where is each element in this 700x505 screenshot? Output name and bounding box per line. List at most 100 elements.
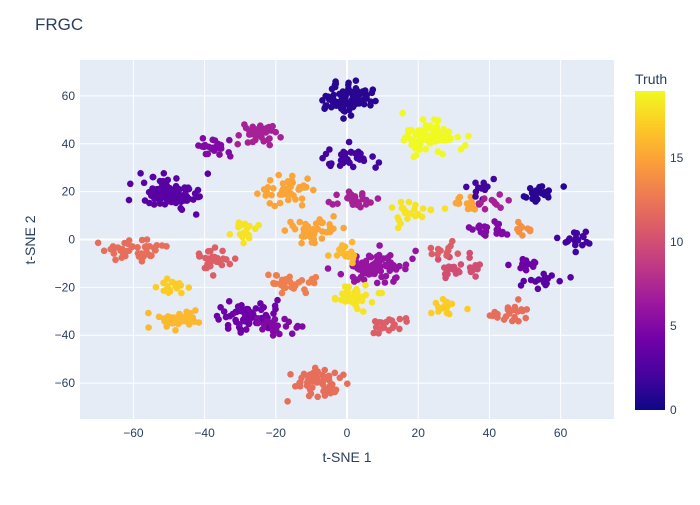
scatter-point [145, 324, 152, 331]
scatter-point [439, 295, 447, 303]
scatter-point [240, 239, 247, 247]
scatter-point [486, 312, 494, 319]
scatter-point [481, 205, 489, 213]
scatter-point [235, 132, 242, 139]
scatter-point [352, 150, 359, 157]
scatter-point [465, 224, 473, 231]
scatter-point [450, 266, 457, 273]
scatter-point [329, 201, 337, 208]
scatter-point [235, 221, 242, 228]
scatter-point [520, 277, 527, 285]
scatter-point [239, 316, 247, 324]
scatter-point [397, 198, 405, 206]
scatter-point [359, 190, 366, 197]
scatter-point [158, 242, 166, 249]
scatter-point [375, 289, 383, 297]
scatter-point [310, 229, 318, 237]
scatter-point [441, 205, 449, 212]
scatter-point [522, 314, 529, 322]
scatter-point [472, 188, 480, 196]
scatter-point [112, 256, 119, 264]
scatter-point [310, 186, 317, 194]
scatter-point [259, 326, 266, 333]
scatter-point [304, 378, 311, 386]
scatter-point [262, 311, 270, 319]
scatter-point [143, 236, 151, 243]
scatter-point [476, 222, 483, 229]
scatter-point [175, 190, 183, 197]
scatter-point [224, 325, 232, 332]
scatter-point [301, 286, 308, 293]
scatter-point [457, 146, 465, 153]
scatter-point [365, 252, 373, 260]
scatter-point [141, 197, 149, 204]
scatter-point [405, 198, 413, 206]
scatter-point [378, 273, 385, 281]
colorbar-ticks: 0 5 10 15 [670, 151, 684, 417]
scatter-point [419, 205, 427, 212]
scatter-point [276, 199, 284, 207]
scatter-point [434, 117, 442, 124]
scatter-point [333, 252, 341, 259]
scatter-point [265, 123, 273, 131]
scatter-point [321, 385, 329, 392]
scatter-point [475, 200, 483, 207]
scatter-point [444, 309, 451, 316]
scatter-point [541, 191, 548, 199]
scatter-point [245, 320, 252, 328]
scatter-point [122, 252, 129, 260]
scatter-point [352, 101, 359, 108]
scatter-point [163, 275, 171, 283]
scatter-point [246, 131, 253, 138]
y-tick-label: 20 [62, 185, 76, 199]
scatter-point [524, 260, 531, 268]
scatter-point [324, 373, 332, 380]
scatter-point [328, 103, 335, 111]
scatter-point [266, 135, 273, 142]
scatter-point [534, 285, 542, 293]
scatter-point [192, 307, 199, 314]
scatter-point [515, 296, 522, 303]
scatter-point [464, 305, 471, 313]
scatter-point [477, 228, 485, 236]
scatter-point [284, 196, 292, 204]
scatter-point [340, 107, 347, 114]
y-tick-labels: −60 −40 −20 0 20 40 60 [55, 89, 76, 390]
scatter-point [362, 92, 369, 100]
scatter-point [462, 142, 469, 149]
scatter-point [381, 279, 389, 286]
scatter-point [369, 153, 376, 160]
scatter-point [359, 195, 367, 203]
scatter-point [410, 153, 418, 161]
scatter-point [266, 200, 274, 207]
y-axis-title: t-SNE 2 [22, 215, 38, 264]
scatter-point [163, 323, 170, 330]
scatter-point [159, 190, 166, 198]
scatter-point [298, 202, 306, 209]
scatter-point [463, 200, 471, 207]
scatter-point [320, 377, 327, 384]
scatter-point [282, 323, 290, 330]
scatter-point [291, 281, 299, 288]
scatter-point [342, 95, 349, 102]
scatter-point [278, 276, 286, 284]
scatter-point [227, 153, 234, 160]
scatter-point [434, 148, 442, 155]
scatter-point [324, 265, 332, 272]
scatter-point [480, 179, 488, 187]
scatter-point [254, 319, 262, 327]
scatter-point [375, 330, 382, 337]
scatter-point [217, 141, 225, 149]
scatter-point [402, 134, 409, 141]
scatter-point [266, 141, 274, 149]
scatter-point [422, 145, 430, 153]
scatter-point [373, 279, 381, 287]
scatter-point [322, 150, 330, 158]
scatter-point [298, 233, 306, 240]
scatter-point [312, 273, 320, 281]
scatter-point [262, 129, 270, 136]
scatter-point [465, 132, 472, 140]
scatter-point [340, 115, 347, 122]
scatter-point [199, 135, 207, 142]
scatter-point [376, 319, 383, 326]
